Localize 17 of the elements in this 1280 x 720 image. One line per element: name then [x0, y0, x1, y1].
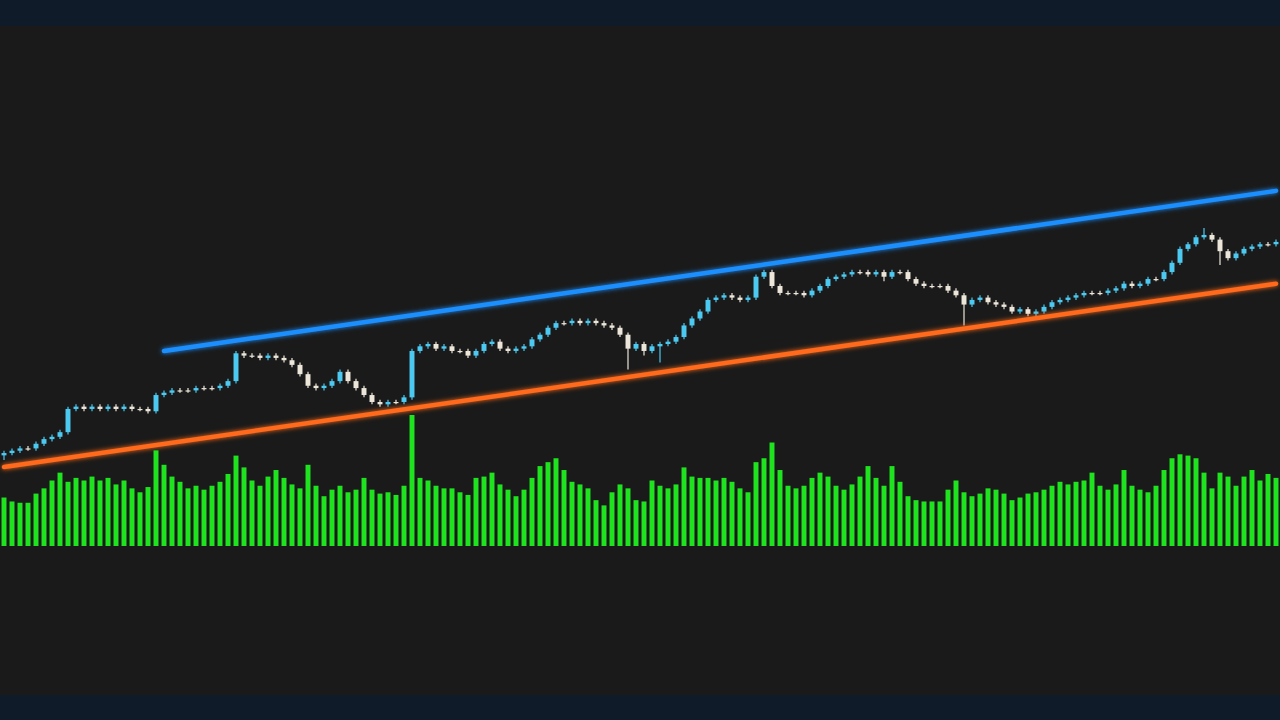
candlestick: [17, 445, 23, 454]
candlestick: [185, 387, 191, 394]
candlestick: [1073, 292, 1079, 301]
candlestick: [721, 292, 727, 301]
candlestick: [609, 322, 615, 331]
candlestick: [993, 299, 999, 308]
candlestick: [841, 271, 847, 280]
candlestick: [1017, 306, 1023, 315]
candlestick: [1257, 241, 1263, 250]
candlestick: [441, 343, 447, 352]
candlestick: [729, 292, 735, 301]
candlestick: [1113, 285, 1119, 294]
candlestick: [169, 387, 175, 396]
candlestick: [177, 387, 183, 394]
candlestick: [241, 350, 247, 359]
candlestick: [521, 343, 527, 352]
candlestick: [25, 445, 31, 452]
